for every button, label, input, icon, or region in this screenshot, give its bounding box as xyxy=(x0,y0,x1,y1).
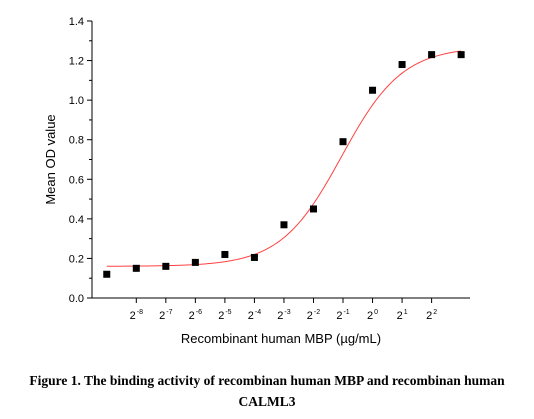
chart-axes xyxy=(91,21,470,299)
data-point xyxy=(369,86,377,94)
x-tick-label: 2-8 xyxy=(130,309,143,322)
binding-activity-chart: 0.0 0.2 0.4 0.6 0.8 1.0 1.2 1.4 2-8 2-7 2-6 2-5 2-4… xyxy=(43,16,470,346)
x-tick-label: 2-6 xyxy=(189,309,202,322)
y-tick-label: 0.8 xyxy=(69,135,84,147)
data-points-layer xyxy=(103,51,465,278)
x-tick-label: 2-2 xyxy=(307,309,320,322)
y-tick-label: 1.4 xyxy=(69,16,84,28)
figure-caption-line-1: Figure 1. The binding activity of recomb… xyxy=(29,373,505,388)
x-tick-label: 2-7 xyxy=(159,309,172,322)
x-tick-label: 20 xyxy=(367,309,378,322)
y-axis-ticks: 0.0 0.2 0.4 0.6 0.8 1.0 1.2 1.4 xyxy=(69,16,92,305)
data-point xyxy=(162,262,170,270)
y-tick-label: 1.0 xyxy=(69,95,84,107)
x-axis-ticks: 2-8 2-7 2-6 2-5 2-4 2-3 2-2 2-1 20 21 22 xyxy=(130,298,437,322)
x-tick-label: 2-4 xyxy=(248,309,261,322)
data-point xyxy=(339,138,347,146)
x-tick-label: 22 xyxy=(426,309,437,322)
data-point xyxy=(103,270,111,278)
y-tick-label: 1.2 xyxy=(69,56,84,68)
data-point xyxy=(309,205,317,213)
x-tick-label: 21 xyxy=(397,309,408,322)
y-tick-label: 0.6 xyxy=(69,174,84,186)
data-point xyxy=(428,51,436,59)
y-tick-label: 0.2 xyxy=(69,253,84,265)
x-tick-label: 2-1 xyxy=(336,309,349,322)
y-tick-label: 0.4 xyxy=(69,214,84,226)
data-point xyxy=(221,250,229,258)
data-point xyxy=(280,221,288,229)
data-point xyxy=(250,253,258,261)
data-point xyxy=(132,264,140,272)
x-axis-label: Recombinant human MBP (µg/mL) xyxy=(181,331,381,346)
figure-caption: Figure 1. The binding activity of recomb… xyxy=(0,370,534,412)
data-point xyxy=(191,258,199,266)
data-point xyxy=(457,51,465,59)
x-tick-label: 2-5 xyxy=(218,309,231,322)
x-tick-label: 2-3 xyxy=(277,309,290,322)
y-tick-label: 0.0 xyxy=(69,293,84,305)
fit-curve xyxy=(106,50,462,267)
y-axis-label: Mean OD value xyxy=(43,114,58,204)
figure-caption-line-2: CALML3 xyxy=(238,394,296,409)
data-point xyxy=(398,61,406,69)
fit-curve-layer xyxy=(106,50,462,267)
